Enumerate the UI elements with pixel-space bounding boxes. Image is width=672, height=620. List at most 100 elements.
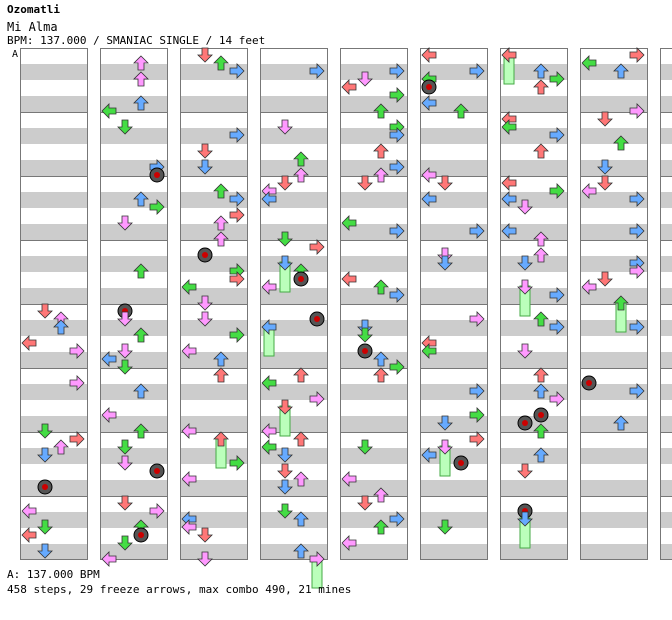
step-arrow	[117, 535, 133, 551]
step-arrow	[389, 159, 405, 175]
step-arrow	[181, 343, 197, 359]
step-arrow	[101, 103, 117, 119]
beat-stripe	[660, 544, 672, 560]
beat-stripe	[580, 128, 648, 144]
beat-stripe	[660, 352, 672, 368]
step-arrow	[261, 423, 277, 439]
beat-stripe	[260, 320, 328, 336]
chart-column	[180, 48, 248, 560]
step-arrow	[373, 519, 389, 535]
step-arrow	[229, 455, 245, 471]
step-arrow	[357, 175, 373, 191]
step-arrow	[597, 111, 613, 127]
step-arrow	[501, 191, 517, 207]
beat-stripe	[180, 416, 248, 432]
mine-icon	[197, 247, 213, 263]
step-arrow	[117, 439, 133, 455]
step-arrow	[277, 463, 293, 479]
step-arrow	[197, 143, 213, 159]
step-arrow	[389, 223, 405, 239]
step-arrow	[197, 311, 213, 327]
beat-stripe	[100, 96, 168, 112]
beat-stripe	[660, 448, 672, 464]
mine-icon	[453, 455, 469, 471]
beat-stripe	[500, 96, 568, 112]
step-arrow	[213, 55, 229, 71]
beat-stripe	[500, 224, 568, 240]
beat-stripe	[260, 448, 328, 464]
step-arrow	[117, 343, 133, 359]
step-arrow	[373, 167, 389, 183]
step-arrow	[533, 447, 549, 463]
step-arrow	[517, 199, 533, 215]
beat-stripe	[180, 512, 248, 528]
beat-stripe	[420, 512, 488, 528]
beat-stripe	[500, 192, 568, 208]
beat-stripe	[420, 352, 488, 368]
beat-stripe	[180, 384, 248, 400]
beat-stripe	[20, 544, 88, 560]
step-arrow	[501, 175, 517, 191]
beat-stripe	[420, 320, 488, 336]
beat-stripe	[260, 480, 328, 496]
step-arrow	[133, 423, 149, 439]
beat-stripe	[20, 416, 88, 432]
beat-stripe	[660, 64, 672, 80]
step-arrow	[181, 471, 197, 487]
beat-stripe	[340, 384, 408, 400]
chart-info: BPM: 137.000 / SMANIAC SINGLE / 14 feet	[7, 34, 266, 47]
beat-stripe	[660, 224, 672, 240]
beat-stripe	[660, 288, 672, 304]
beat-stripe	[340, 448, 408, 464]
beat-stripe	[660, 320, 672, 336]
beat-stripe	[660, 480, 672, 496]
beat-stripe	[660, 512, 672, 528]
step-arrow	[421, 95, 437, 111]
beat-stripe	[420, 416, 488, 432]
beat-stripe	[100, 256, 168, 272]
beat-stripe	[500, 256, 568, 272]
beat-stripe	[20, 448, 88, 464]
step-arrow	[293, 367, 309, 383]
beat-stripe	[420, 192, 488, 208]
chart-column	[100, 48, 168, 560]
step-arrow	[197, 551, 213, 567]
mine-core	[154, 468, 160, 474]
mine-icon	[581, 375, 597, 391]
bpm-marker: A	[12, 49, 18, 60]
beat-stripe	[420, 480, 488, 496]
step-arrow	[533, 423, 549, 439]
step-arrow	[213, 215, 229, 231]
mine-core	[314, 316, 320, 322]
beat-stripe	[420, 544, 488, 560]
beat-stripe	[420, 288, 488, 304]
step-arrow	[597, 271, 613, 287]
step-arrow	[213, 351, 229, 367]
beat-stripe	[20, 128, 88, 144]
beat-stripe	[500, 544, 568, 560]
step-arrow	[517, 255, 533, 271]
step-arrow	[373, 351, 389, 367]
beat-stripe	[420, 128, 488, 144]
step-arrow	[421, 343, 437, 359]
mine-core	[362, 348, 368, 354]
mine-icon	[37, 479, 53, 495]
step-arrow	[533, 311, 549, 327]
step-arrow	[389, 359, 405, 375]
beat-stripe	[580, 288, 648, 304]
step-arrow	[629, 383, 645, 399]
beat-stripe	[20, 96, 88, 112]
step-arrow	[581, 279, 597, 295]
mine-core	[458, 460, 464, 466]
step-arrow	[357, 495, 373, 511]
step-arrow	[293, 471, 309, 487]
beat-stripe	[660, 96, 672, 112]
step-arrow	[37, 423, 53, 439]
step-arrow	[501, 47, 517, 63]
step-arrow	[181, 519, 197, 535]
step-arrow	[53, 439, 69, 455]
step-arrow	[549, 71, 565, 87]
beat-stripe	[340, 96, 408, 112]
beat-stripe	[180, 96, 248, 112]
step-arrow	[373, 143, 389, 159]
